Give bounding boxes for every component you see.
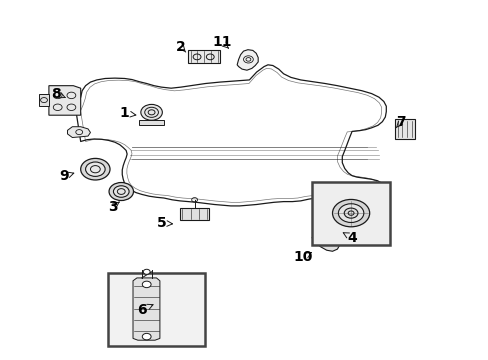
Polygon shape [237, 50, 258, 70]
Circle shape [85, 162, 105, 176]
Text: 3: 3 [107, 200, 117, 214]
Text: 9: 9 [59, 170, 68, 183]
Circle shape [109, 183, 133, 201]
Circle shape [338, 204, 363, 222]
Circle shape [332, 199, 369, 227]
Text: 2: 2 [176, 40, 185, 54]
Text: 7: 7 [395, 116, 405, 129]
Circle shape [143, 269, 150, 274]
Text: 11: 11 [212, 36, 232, 49]
Text: 6: 6 [137, 303, 146, 316]
Bar [311, 182, 389, 245]
Circle shape [319, 238, 328, 246]
Bar [188, 50, 220, 63]
Polygon shape [133, 278, 160, 340]
Circle shape [113, 186, 129, 197]
Bar [180, 208, 209, 220]
Circle shape [344, 208, 357, 218]
Circle shape [142, 281, 151, 288]
Bar [139, 120, 163, 125]
Circle shape [142, 333, 151, 340]
Polygon shape [39, 94, 49, 106]
Polygon shape [49, 86, 81, 115]
Circle shape [81, 158, 110, 180]
Polygon shape [311, 233, 339, 251]
Bar [107, 273, 205, 346]
Circle shape [141, 104, 162, 120]
Polygon shape [67, 127, 90, 138]
Text: 5: 5 [156, 216, 166, 230]
Text: 8: 8 [51, 87, 61, 100]
Text: 10: 10 [293, 251, 312, 264]
Bar [394, 119, 414, 139]
Text: 4: 4 [346, 231, 356, 244]
Text: 1: 1 [120, 107, 129, 120]
